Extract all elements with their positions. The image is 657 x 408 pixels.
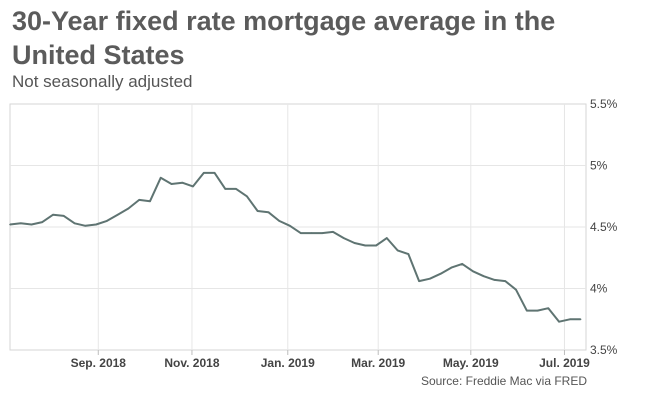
data-point [224, 188, 227, 190]
data-point [278, 220, 281, 222]
data-point [289, 225, 291, 227]
data-point [95, 223, 97, 226]
data-point [20, 222, 22, 225]
data-point [418, 280, 420, 282]
source-note: Source: Freddie Mac via FRED [420, 374, 587, 388]
data-point [536, 309, 539, 312]
data-point [52, 213, 54, 216]
data-point [213, 172, 216, 174]
data-point [310, 232, 313, 234]
data-point [504, 280, 507, 282]
y-tick-label: 5.5% [590, 97, 618, 111]
data-point [321, 232, 324, 234]
data-point [515, 288, 517, 291]
data-point [63, 215, 65, 217]
data-point [364, 244, 367, 247]
data-point [170, 183, 173, 185]
y-tick-label: 3.5% [590, 343, 618, 357]
data-point [138, 199, 140, 201]
data-point [579, 318, 582, 321]
y-tick-label: 4% [590, 282, 608, 296]
data-point [159, 177, 162, 179]
y-tick-label: 5% [590, 159, 608, 173]
data-point [461, 263, 464, 265]
data-point [299, 232, 302, 234]
data-point [235, 188, 237, 190]
data-point [353, 242, 356, 244]
data-point [375, 244, 377, 247]
data-point [181, 181, 184, 184]
data-point [429, 277, 431, 280]
data-point [547, 307, 550, 310]
x-tick-label: Mar. 2019 [351, 356, 405, 370]
y-tick-label: 4.5% [590, 220, 618, 234]
chart-title: 30-Year fixed rate mortgage average in t… [12, 6, 556, 70]
x-tick-label: Jan. 2019 [261, 356, 315, 370]
data-point [149, 200, 151, 202]
data-point [407, 253, 410, 255]
x-tick-label: Jul. 2019 [539, 356, 590, 370]
data-point [73, 222, 76, 225]
data-point [256, 210, 259, 212]
data-point [439, 272, 442, 275]
data-point [558, 320, 560, 323]
data-point [472, 270, 474, 273]
data-point [343, 237, 345, 239]
x-tick-label: Nov. 2018 [164, 356, 219, 370]
x-tick-label: Sep. 2018 [71, 356, 127, 370]
data-point [493, 279, 496, 281]
data-point [84, 225, 87, 227]
data-point [267, 211, 270, 213]
data-point [450, 266, 453, 269]
series-line [9, 171, 581, 323]
data-point [192, 185, 194, 188]
data-point [396, 249, 399, 252]
data-point [127, 207, 130, 210]
data-point [246, 195, 248, 198]
data-point [386, 237, 388, 239]
x-tick-label: May. 2019 [443, 356, 499, 370]
data-point [569, 318, 571, 321]
data-point [41, 221, 44, 223]
data-point [106, 220, 108, 222]
data-point [203, 172, 205, 174]
chart-subtitle: Not seasonally adjusted [12, 72, 193, 91]
data-point [482, 275, 485, 278]
data-point [526, 309, 528, 312]
data-point [332, 231, 334, 233]
data-point [116, 213, 119, 216]
data-point [9, 223, 11, 226]
data-point [30, 223, 33, 226]
